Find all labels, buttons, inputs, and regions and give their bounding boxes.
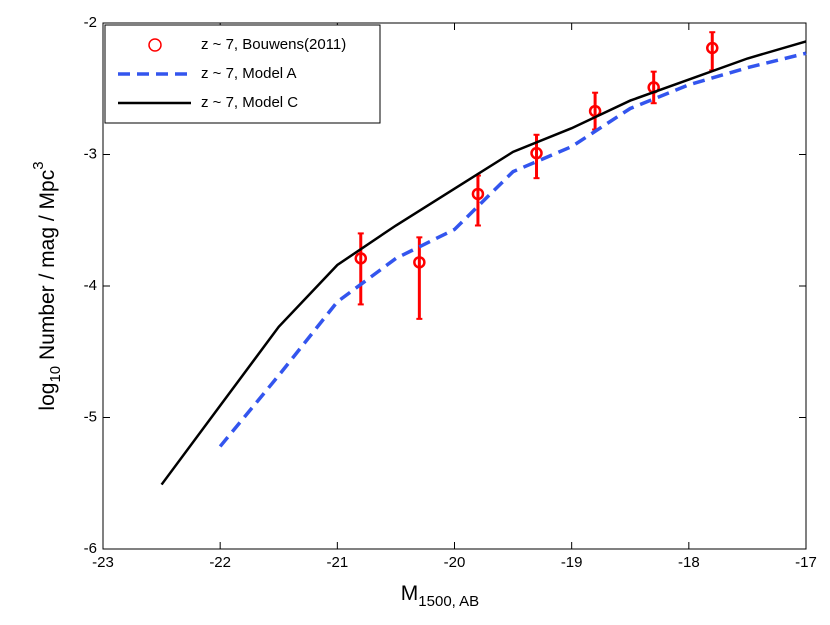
x-tick-label: -22 [209, 554, 231, 571]
x-axis-label: M1500, AB [401, 582, 479, 610]
model-line [218, 51, 807, 448]
y-label-sup: 3 [30, 161, 47, 169]
x-tick-label: -20 [444, 554, 466, 571]
y-tick-label: -4 [84, 277, 97, 294]
model-line [160, 40, 807, 486]
y-tick-label: -5 [84, 408, 97, 425]
x-label-main: M [401, 582, 419, 605]
y-label-sub: 10 [47, 366, 64, 383]
y-tick-label: -3 [84, 145, 97, 162]
y-label-base: log [36, 383, 59, 411]
x-tick-label: -17 [795, 554, 817, 571]
x-tick-label: -21 [326, 554, 348, 571]
x-tick-label: -18 [678, 554, 700, 571]
y-axis-label: log10 Number / mag / Mpc3 [30, 161, 64, 410]
legend-label: z ~ 7, Bouwens(2011) [201, 36, 346, 53]
data-point [706, 41, 719, 55]
x-tick-label: -23 [92, 554, 114, 571]
legend-marker [148, 38, 162, 52]
data-point [413, 256, 426, 269]
data-point [471, 187, 485, 201]
x-tick-label: -19 [561, 554, 583, 571]
x-label-sub: 1500, AB [418, 593, 479, 610]
data-point [354, 252, 368, 265]
data-point [530, 146, 543, 160]
y-tick-label: -2 [84, 14, 97, 31]
legend-label: z ~ 7, Model A [201, 65, 296, 82]
legend-label: z ~ 7, Model C [201, 94, 298, 111]
y-tick-label: -6 [84, 540, 97, 557]
y-label-main: Number / mag / Mpc [36, 170, 59, 366]
